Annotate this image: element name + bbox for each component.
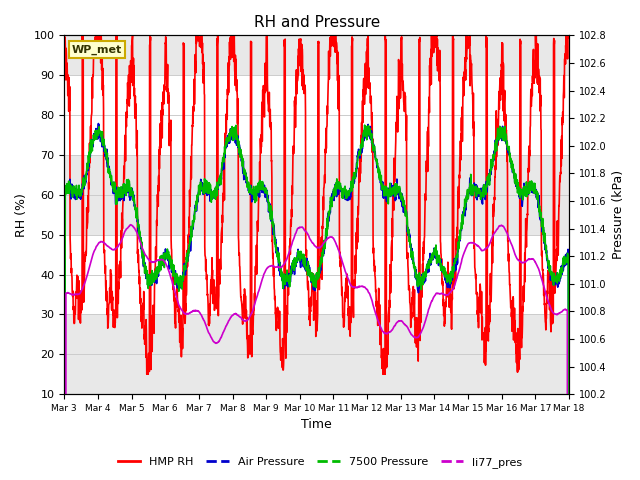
- Bar: [64, 36, 569, 75]
- Legend: HMP RH, Air Pressure, 7500 Pressure, li77_pres: HMP RH, Air Pressure, 7500 Pressure, li7…: [113, 452, 527, 472]
- X-axis label: Time: Time: [301, 419, 332, 432]
- Bar: [64, 155, 569, 235]
- Title: RH and Pressure: RH and Pressure: [253, 15, 380, 30]
- Y-axis label: Pressure (kPa): Pressure (kPa): [612, 170, 625, 259]
- Text: WP_met: WP_met: [72, 44, 122, 55]
- Y-axis label: RH (%): RH (%): [15, 193, 28, 237]
- Bar: [64, 314, 569, 394]
